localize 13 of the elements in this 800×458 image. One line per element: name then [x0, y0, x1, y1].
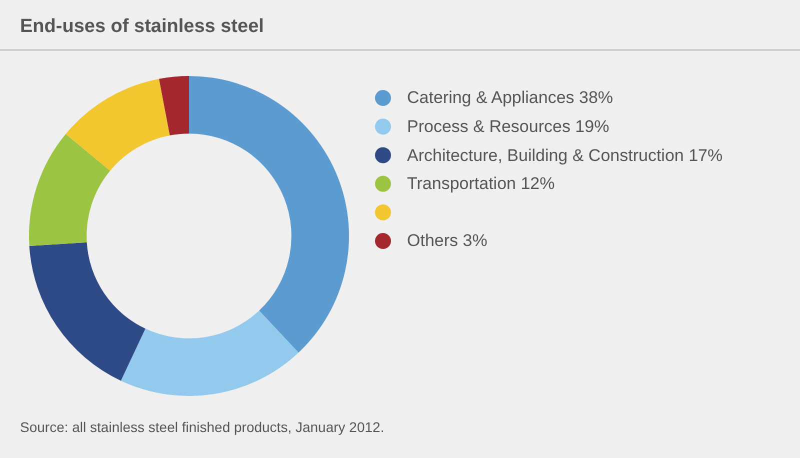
donut-slice — [120, 310, 299, 396]
legend-label: Catering & Appliances 38% — [407, 88, 614, 107]
source-note: Source: all stainless steel finished products, January 2012. — [20, 419, 384, 435]
legend-label: Others 3% — [407, 231, 488, 250]
donut-slice — [66, 78, 170, 171]
chart-title: End-uses of stainless steel — [20, 16, 264, 37]
legend-label: Transportation 12% — [407, 174, 555, 193]
legend-label: Process & Resources 19% — [407, 117, 610, 136]
donut-slice — [159, 76, 189, 136]
donut-slice — [29, 242, 146, 381]
donut-slice — [29, 134, 110, 246]
legend-label: Architecture, Building & Construction 17% — [407, 146, 723, 165]
donut-slice — [189, 76, 349, 353]
